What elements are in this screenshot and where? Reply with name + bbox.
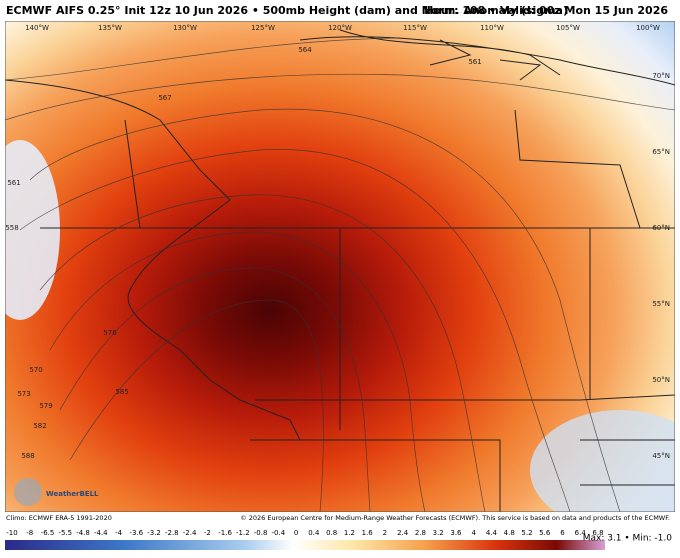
colorbar-label: -1.2 bbox=[236, 529, 250, 537]
contour-label: 585 bbox=[115, 388, 128, 396]
latitude-label: 70°N bbox=[652, 72, 670, 80]
colorbar-label: -10 bbox=[6, 529, 17, 537]
colorbar-label: 2 bbox=[383, 529, 387, 537]
colorbar-label: 3.6 bbox=[450, 529, 462, 537]
colorbar-label: 0.4 bbox=[308, 529, 320, 537]
latitude-label: 50°N bbox=[652, 376, 670, 384]
colorbar-label: 6.8 bbox=[592, 529, 603, 537]
longitude-label: 120°W bbox=[328, 24, 352, 32]
colorbar-label: -4.4 bbox=[94, 529, 108, 537]
colorbar-label: 3.2 bbox=[433, 529, 444, 537]
title: ECMWF AIFS 0.25° Init 12z 10 Jun 2026 • … bbox=[6, 4, 568, 17]
colorbar-label: -1.6 bbox=[218, 529, 232, 537]
colorbar-label: 2.4 bbox=[397, 529, 409, 537]
contour-label: 561 bbox=[468, 58, 481, 66]
longitude-label: 105°W bbox=[556, 24, 580, 32]
contour-label: 567 bbox=[158, 94, 171, 102]
climo-note: Climo: ECMWF ERA-5 1991-2020 bbox=[6, 514, 112, 522]
colorbar-label: 5.6 bbox=[539, 529, 551, 537]
colorbar-label: 4 bbox=[471, 529, 476, 537]
extremes: Max: 3.1 • Min: -1.0 bbox=[583, 534, 673, 544]
colorbar-label: -3.6 bbox=[129, 529, 143, 537]
contour-label: 588 bbox=[21, 452, 34, 460]
longitude-label: 130°W bbox=[173, 24, 197, 32]
colorbar-label: -2.4 bbox=[183, 529, 197, 537]
valid-time: Hour: 108 • Valid: 00z Mon 15 Jun 2026 bbox=[424, 4, 668, 17]
longitude-label: 100°W bbox=[636, 24, 660, 32]
contour-label: 564 bbox=[298, 46, 312, 54]
colorbar-label: 5.2 bbox=[521, 529, 532, 537]
colorbar-label: -8 bbox=[26, 529, 33, 537]
latitude-label: 65°N bbox=[652, 148, 670, 156]
longitude-label: 125°W bbox=[251, 24, 275, 32]
logo: WeatherBELL bbox=[14, 478, 99, 506]
colorbar-label: -0.4 bbox=[272, 529, 286, 537]
colorbar-label: 6 bbox=[560, 529, 565, 537]
colorbar-label: 4.4 bbox=[486, 529, 498, 537]
colorbar-label: -0.8 bbox=[254, 529, 268, 537]
colorbar-label: 0 bbox=[294, 529, 298, 537]
contour-label: 570 bbox=[29, 366, 42, 374]
longitude-label: 140°W bbox=[25, 24, 49, 32]
colorbar-label: 6.4 bbox=[575, 529, 587, 537]
contour-label: 582 bbox=[33, 422, 46, 430]
contour-label: 561 bbox=[7, 179, 20, 187]
credit: © 2026 European Centre for Medium-Range … bbox=[240, 514, 670, 522]
contour-label: 579 bbox=[39, 402, 52, 410]
contour-label: 558 bbox=[5, 224, 18, 232]
colorbar-label: -5.5 bbox=[58, 529, 72, 537]
colorbar bbox=[5, 540, 605, 550]
colorbar-label: -2.8 bbox=[165, 529, 179, 537]
contour-label: 576 bbox=[103, 329, 117, 337]
latitude-label: 45°N bbox=[652, 452, 670, 460]
colorbar-label: -6.5 bbox=[41, 529, 55, 537]
colorbar-label: 2.8 bbox=[415, 529, 426, 537]
colorbar-label: -2 bbox=[204, 529, 211, 537]
latitude-label: 60°N bbox=[652, 224, 670, 232]
colorbar-label: -3.2 bbox=[147, 529, 161, 537]
colorbar-label: 1.2 bbox=[344, 529, 355, 537]
colorbar-label: 0.8 bbox=[326, 529, 337, 537]
logo-text: WeatherBELL bbox=[46, 490, 99, 498]
colorbar-label: 4.8 bbox=[504, 529, 515, 537]
colorbar-label: -4 bbox=[115, 529, 123, 537]
longitude-label: 135°W bbox=[98, 24, 122, 32]
latitude-label: 55°N bbox=[652, 300, 670, 308]
colorbar-label: -4.8 bbox=[76, 529, 90, 537]
longitude-label: 110°W bbox=[480, 24, 504, 32]
colorbar-label: 1.6 bbox=[362, 529, 374, 537]
longitude-label: 115°W bbox=[403, 24, 427, 32]
map: WeatherBELL 140°W 135°W 130°W 125°W 120°W 115… bbox=[5, 21, 675, 512]
contour-label: 573 bbox=[17, 390, 30, 398]
